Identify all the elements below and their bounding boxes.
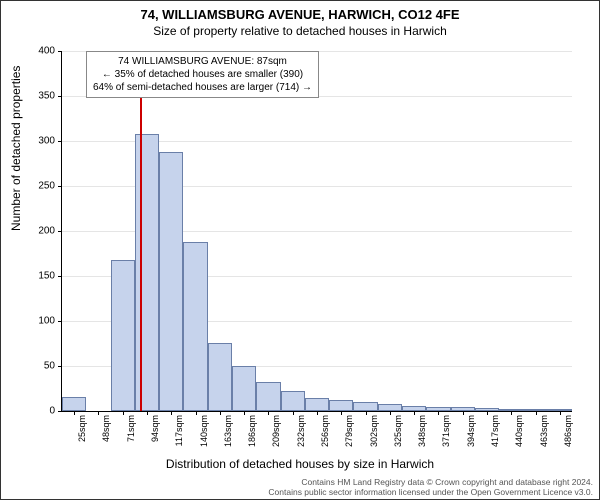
- histogram-bar: [111, 260, 135, 411]
- xtick-label: 279sqm: [344, 415, 354, 447]
- histogram-bar: [329, 400, 353, 411]
- xtick-label: 440sqm: [514, 415, 524, 447]
- xtick-mark: [317, 411, 318, 415]
- ytick-mark: [58, 96, 62, 97]
- ytick-label: 150: [25, 271, 55, 282]
- xtick-mark: [366, 411, 367, 415]
- page-title: 74, WILLIAMSBURG AVENUE, HARWICH, CO12 4…: [1, 7, 599, 22]
- xtick-mark: [74, 411, 75, 415]
- histogram-bar: [62, 397, 86, 411]
- histogram-bar: [135, 134, 159, 411]
- xtick-label: 117sqm: [174, 415, 184, 446]
- ytick-mark: [58, 276, 62, 277]
- xtick-label: 71sqm: [126, 415, 136, 442]
- xtick-label: 348sqm: [417, 415, 427, 447]
- ytick-label: 400: [25, 46, 55, 57]
- xtick-label: 209sqm: [271, 415, 281, 447]
- xtick-mark: [536, 411, 537, 415]
- ytick-label: 350: [25, 91, 55, 102]
- xtick-mark: [196, 411, 197, 415]
- xtick-mark: [390, 411, 391, 415]
- ytick-label: 50: [25, 361, 55, 372]
- xtick-mark: [487, 411, 488, 415]
- xtick-label: 232sqm: [296, 415, 306, 447]
- xtick-mark: [220, 411, 221, 415]
- xtick-label: 256sqm: [320, 415, 330, 447]
- chart-container: 74, WILLIAMSBURG AVENUE, HARWICH, CO12 4…: [0, 0, 600, 500]
- xtick-mark: [293, 411, 294, 415]
- chart-area: 25sqm48sqm71sqm94sqm117sqm140sqm163sqm18…: [61, 51, 571, 411]
- annotation-line3: 64% of semi-detached houses are larger (…: [93, 81, 312, 94]
- xtick-mark: [123, 411, 124, 415]
- xtick-mark: [268, 411, 269, 415]
- xtick-label: 394sqm: [466, 415, 476, 447]
- xtick-label: 94sqm: [150, 415, 160, 442]
- histogram-bar: [305, 398, 329, 411]
- xtick-mark: [341, 411, 342, 415]
- xtick-mark: [511, 411, 512, 415]
- ytick-mark: [58, 186, 62, 187]
- histogram-bar: [208, 343, 232, 411]
- xtick-label: 163sqm: [223, 415, 233, 447]
- xtick-mark: [171, 411, 172, 415]
- histogram-bar: [183, 242, 207, 411]
- ytick-mark: [58, 411, 62, 412]
- xtick-mark: [438, 411, 439, 415]
- xtick-label: 48sqm: [101, 415, 111, 442]
- ytick-mark: [58, 141, 62, 142]
- footer-line1: Contains HM Land Registry data © Crown c…: [268, 477, 593, 487]
- x-axis-label: Distribution of detached houses by size …: [1, 457, 599, 471]
- xtick-mark: [98, 411, 99, 415]
- ytick-label: 0: [25, 406, 55, 417]
- histogram-bar: [256, 382, 280, 411]
- marker-line: [140, 51, 142, 411]
- ytick-label: 300: [25, 136, 55, 147]
- xtick-mark: [147, 411, 148, 415]
- ytick-label: 250: [25, 181, 55, 192]
- footer-line2: Contains public sector information licen…: [268, 487, 593, 497]
- histogram-bar: [159, 152, 183, 411]
- xtick-label: 302sqm: [369, 415, 379, 447]
- xtick-mark: [244, 411, 245, 415]
- ytick-label: 100: [25, 316, 55, 327]
- annotation-box: 74 WILLIAMSBURG AVENUE: 87sqm← 35% of de…: [86, 51, 319, 98]
- histogram-bar: [378, 404, 402, 411]
- ytick-mark: [58, 366, 62, 367]
- xtick-label: 140sqm: [199, 415, 209, 447]
- footer-attribution: Contains HM Land Registry data © Crown c…: [268, 477, 593, 497]
- plot-region: 25sqm48sqm71sqm94sqm117sqm140sqm163sqm18…: [61, 51, 572, 412]
- xtick-label: 463sqm: [539, 415, 549, 447]
- y-axis-label: Number of detached properties: [9, 66, 23, 231]
- histogram-bar: [281, 391, 305, 411]
- ytick-mark: [58, 321, 62, 322]
- ytick-mark: [58, 231, 62, 232]
- xtick-mark: [463, 411, 464, 415]
- annotation-line1: 74 WILLIAMSBURG AVENUE: 87sqm: [93, 55, 312, 68]
- xtick-label: 417sqm: [490, 415, 500, 447]
- xtick-label: 486sqm: [563, 415, 573, 447]
- annotation-line2: ← 35% of detached houses are smaller (39…: [93, 68, 312, 81]
- xtick-label: 325sqm: [393, 415, 403, 447]
- ytick-label: 200: [25, 226, 55, 237]
- xtick-label: 186sqm: [247, 415, 257, 447]
- xtick-mark: [560, 411, 561, 415]
- ytick-mark: [58, 51, 62, 52]
- histogram-bar: [232, 366, 256, 411]
- histogram-bar: [353, 402, 377, 411]
- xtick-mark: [414, 411, 415, 415]
- xtick-label: 25sqm: [77, 415, 87, 442]
- xtick-label: 371sqm: [441, 415, 451, 447]
- chart-subtitle: Size of property relative to detached ho…: [1, 24, 599, 38]
